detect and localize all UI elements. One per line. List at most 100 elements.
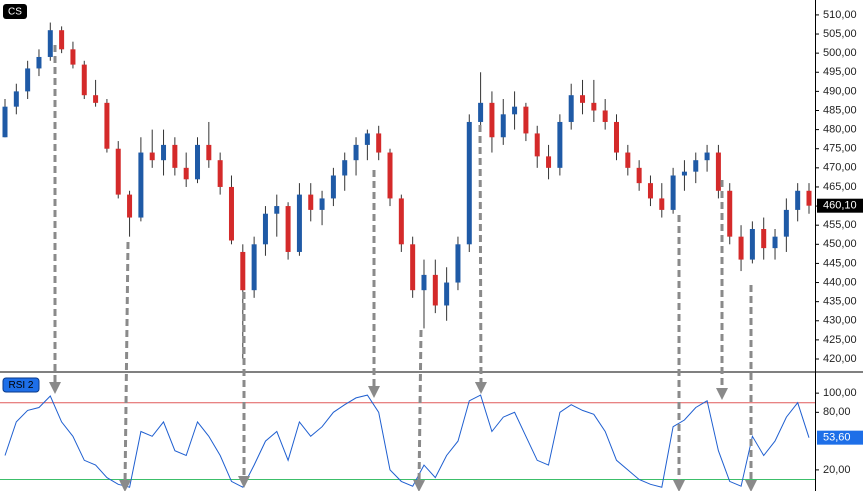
y-tick-label: 510,00 — [823, 9, 857, 21]
candle-body — [636, 167, 642, 184]
candle-body — [115, 148, 121, 195]
candle-body — [353, 144, 359, 161]
y-tick-label: 455,00 — [823, 219, 857, 231]
candle-body — [466, 121, 472, 245]
candle-body — [228, 186, 234, 241]
candle-body — [727, 190, 733, 237]
candle-body — [749, 229, 755, 260]
y-tick-label: 20,00 — [823, 464, 851, 476]
candle-body — [274, 206, 280, 214]
chart-title: CS — [8, 7, 22, 18]
arrows — [49, 45, 757, 491]
candle-body — [455, 244, 461, 283]
candle-body — [568, 95, 574, 122]
candle-body — [806, 190, 812, 206]
title-box — [2, 377, 40, 393]
candle-body — [772, 236, 778, 249]
candle-body — [161, 144, 167, 161]
last-value-label: 53,60 — [823, 432, 851, 444]
rsi-line — [4, 394, 810, 488]
candle-body — [285, 206, 291, 252]
candle-body — [206, 144, 212, 161]
candle-body — [489, 102, 495, 138]
y-tick-label: 450,00 — [823, 238, 857, 250]
candle-body — [693, 160, 699, 172]
last-value-box — [817, 198, 863, 213]
candle-body — [319, 198, 325, 210]
indicator-title: RSI 2 — [8, 380, 33, 391]
y-tick-label: 475,00 — [823, 143, 857, 155]
y-tick-label: 100,00 — [823, 387, 857, 399]
title-box — [3, 4, 27, 19]
candle-body — [557, 121, 563, 168]
candle-body — [444, 282, 450, 306]
candle-body — [138, 152, 144, 218]
candle-body — [217, 160, 223, 187]
y-tick-label: 480,00 — [823, 124, 857, 136]
y-tick-label: 420,00 — [823, 353, 857, 365]
candle-body — [195, 144, 201, 180]
candle-body — [410, 244, 416, 291]
candle-body — [783, 209, 789, 237]
y-tick-label: 495,00 — [823, 66, 857, 78]
candle-body — [2, 106, 8, 138]
candle-body — [580, 95, 586, 103]
y-tick-label: 440,00 — [823, 276, 857, 288]
candle-body — [478, 102, 484, 122]
y-tick-label: 435,00 — [823, 296, 857, 308]
candle-body — [308, 194, 314, 210]
candle-body — [613, 121, 619, 153]
candle-body — [421, 274, 427, 291]
last-value-label: 460,10 — [823, 200, 857, 212]
candle-body — [704, 152, 710, 161]
candle-body — [296, 194, 302, 252]
y-tick-label: 490,00 — [823, 85, 857, 97]
y-tick-label: 465,00 — [823, 181, 857, 193]
candle-body — [738, 236, 744, 260]
candle-body — [647, 183, 653, 199]
candle-body — [36, 56, 42, 69]
candle-body — [330, 175, 336, 199]
y-tick-label: 500,00 — [823, 47, 857, 59]
candle-body — [127, 194, 133, 218]
candle-body — [183, 167, 189, 180]
candle-body — [398, 198, 404, 245]
marks: 420,00 425,00 430,00 435,00 440,00 445,00 450,… — [0, 9, 863, 488]
y-tick-label: 445,00 — [823, 257, 857, 269]
candle-body — [512, 106, 518, 115]
y-tick-label: 505,00 — [823, 28, 857, 40]
candle-body — [376, 133, 382, 153]
candle-body — [25, 68, 31, 92]
candle-body — [715, 152, 721, 191]
candle-body — [625, 152, 631, 168]
candle-body — [681, 171, 687, 176]
candle-body — [251, 244, 257, 291]
candle-body — [534, 133, 540, 157]
y-tick-label: 430,00 — [823, 315, 857, 327]
candle-body — [81, 64, 87, 96]
candle-body — [761, 229, 767, 249]
candle-body — [70, 49, 76, 65]
last-value-box — [817, 430, 863, 445]
candle-body — [591, 102, 597, 111]
candle-body — [342, 160, 348, 176]
candle-body — [795, 190, 801, 210]
arrow — [119, 241, 132, 491]
candle-body — [523, 106, 529, 134]
candle-body — [59, 30, 65, 50]
candle-body — [47, 30, 53, 57]
y-tick-label: 80,00 — [823, 406, 851, 418]
arrow — [413, 329, 426, 491]
y-tick-label: 470,00 — [823, 162, 857, 174]
candle-body — [172, 144, 178, 168]
candle-body — [659, 198, 665, 210]
candle-body — [500, 114, 506, 138]
candle-body — [262, 213, 268, 245]
candle-body — [93, 95, 99, 103]
y-tick-label: 485,00 — [823, 104, 857, 116]
candle-body — [546, 156, 552, 168]
candle-body — [670, 175, 676, 210]
candle-body — [387, 152, 393, 199]
